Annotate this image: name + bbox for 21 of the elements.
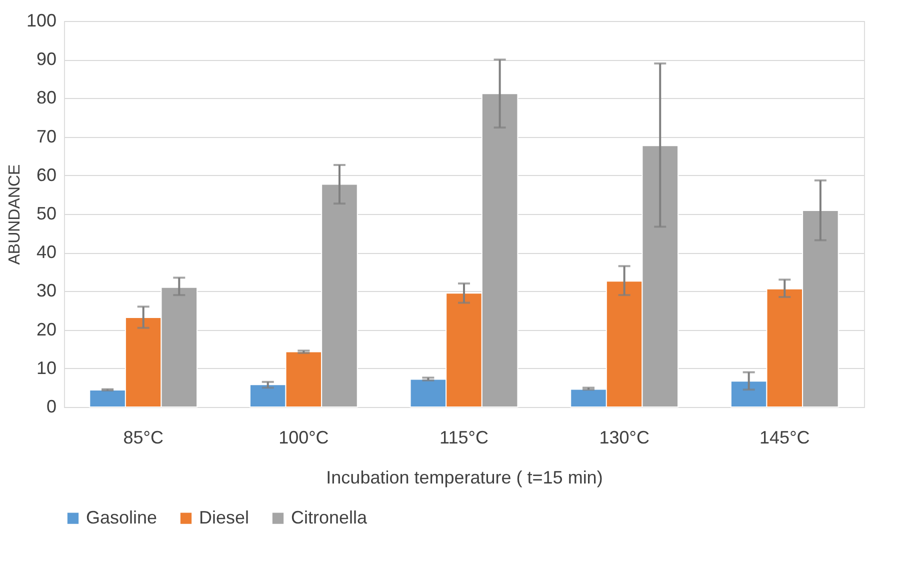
y-axis-title: ABUNDANCE	[6, 164, 24, 265]
legend-label: Citronella	[291, 507, 368, 528]
y-tick-label: 10	[36, 358, 56, 378]
x-tick-label: 100°C	[278, 428, 329, 448]
x-tick-label: 145°C	[760, 428, 810, 448]
x-tick-label: 115°C	[440, 428, 488, 448]
legend-label: Gasoline	[86, 507, 158, 528]
y-tick-label: 70	[36, 126, 56, 146]
y-tick-label: 100	[26, 10, 56, 30]
y-tick-label: 50	[36, 204, 56, 224]
y-tick-label: 0	[46, 396, 56, 416]
y-tick-label: 60	[36, 164, 56, 185]
x-axis-title: Incubation temperature ( t=15 min)	[326, 468, 603, 488]
x-tick-label: 130°C	[599, 428, 650, 448]
y-tick-label: 80	[36, 88, 56, 108]
y-tick-label: 30	[36, 280, 56, 301]
x-tick-label: 85°C	[123, 428, 164, 448]
legend-label: Diesel	[199, 507, 250, 528]
y-tick-label: 40	[36, 242, 56, 262]
y-tick-label: 20	[36, 319, 56, 340]
y-tick-label: 90	[36, 49, 56, 70]
